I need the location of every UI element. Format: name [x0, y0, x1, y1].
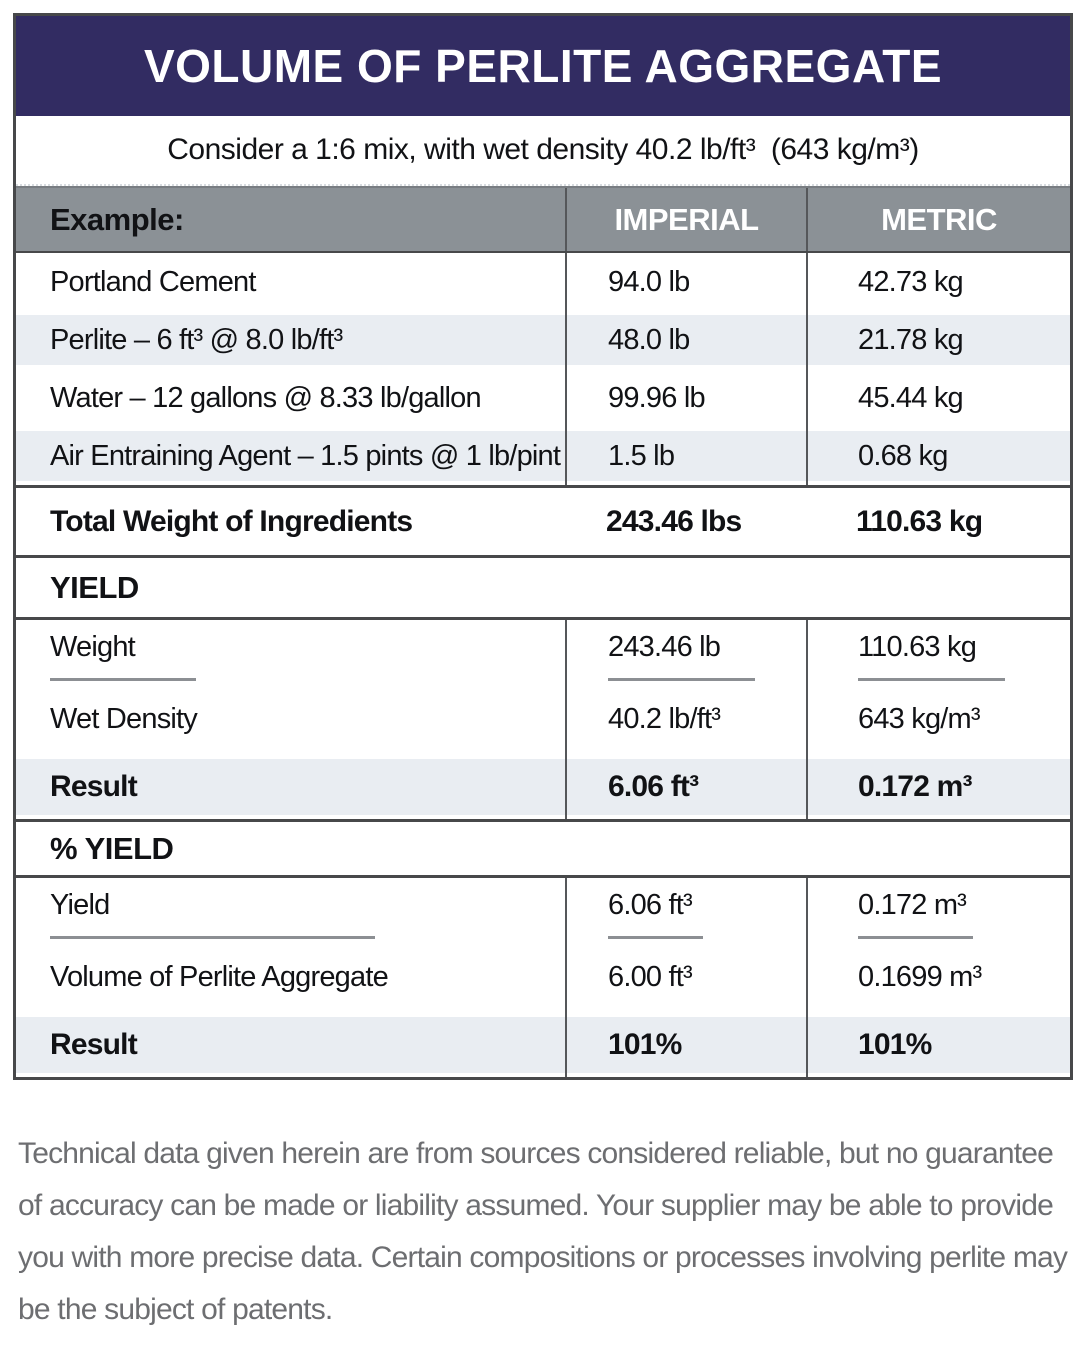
- metric-value: 45.44 kg: [806, 369, 1070, 427]
- imperial-value: 101%: [565, 1013, 806, 1077]
- metric-value: 0.172 m³: [806, 878, 1070, 941]
- percent-yield-section-heading: % YIELD: [16, 819, 1070, 875]
- metric-value: 110.63 kg: [856, 504, 983, 538]
- row-label: Yield: [16, 878, 565, 941]
- column-header-row: Example: IMPERIAL METRIC: [16, 186, 1070, 253]
- row-label: Portland Cement: [50, 265, 256, 298]
- row-label: Result: [50, 770, 138, 803]
- metric-value: 101%: [806, 1013, 1070, 1077]
- mix-description: Consider a 1:6 mix, with wet density 40.…: [167, 133, 919, 166]
- disclaimer-text: Technical data given herein are from sou…: [18, 1137, 1068, 1326]
- percent-yield-numerator-row: Yield 6.06 ft³ 0.172 m³: [16, 875, 1070, 941]
- percent-yield-denominator-row: Volume of Perlite Aggregate 6.00 ft³ 0.1…: [16, 941, 1070, 1013]
- table-row-perlite: Perlite – 6 ft³ @ 8.0 lb/ft³ 48.0 lb 21.…: [16, 311, 1070, 369]
- table-row-water: Water – 12 gallons @ 8.33 lb/gallon 99.9…: [16, 369, 1070, 427]
- imperial-value: 48.0 lb: [565, 311, 806, 369]
- row-label: Perlite – 6 ft³ @ 8.0 lb/ft³: [50, 323, 343, 356]
- subtitle-row: Consider a 1:6 mix, with wet density 40.…: [16, 116, 1070, 186]
- imperial-value: 99.96 lb: [565, 369, 806, 427]
- metric-value: 21.78 kg: [806, 311, 1070, 369]
- imperial-value: 243.46 lbs: [606, 504, 742, 538]
- imperial-value: 6.00 ft³: [565, 941, 806, 1013]
- imperial-value: 6.06 ft³: [565, 878, 806, 941]
- yield-section-heading: YIELD: [16, 555, 1070, 617]
- header-imperial: IMPERIAL: [565, 188, 806, 251]
- row-label: Result: [50, 1028, 138, 1061]
- row-label: Wet Density: [50, 702, 198, 735]
- metric-value: 0.1699 m³: [806, 941, 1070, 1013]
- imperial-value: 40.2 lb/ft³: [565, 683, 806, 755]
- row-label: Air Entraining Agent – 1.5 pints @ 1 lb/…: [50, 439, 561, 472]
- total-weight-row: Total Weight of Ingredients 243.46 lbs 1…: [16, 485, 1070, 555]
- metric-value: 0.68 kg: [806, 427, 1070, 485]
- imperial-value: 94.0 lb: [565, 253, 806, 311]
- metric-value: 643 kg/m³: [806, 683, 1070, 755]
- imperial-value: 6.06 ft³: [565, 755, 806, 819]
- perlite-volume-table: VOLUME OF PERLITE AGGREGATE Consider a 1…: [13, 13, 1073, 1080]
- metric-value: 42.73 kg: [806, 253, 1070, 311]
- table-row-portland-cement: Portland Cement 94.0 lb 42.73 kg: [16, 253, 1070, 311]
- row-label: Total Weight of Ingredients: [50, 504, 413, 538]
- imperial-value: 1.5 lb: [565, 427, 806, 485]
- imperial-value: 243.46 lb: [565, 620, 806, 683]
- yield-numerator-row: Weight 243.46 lb 110.63 kg: [16, 617, 1070, 683]
- metric-value: 110.63 kg: [806, 620, 1070, 683]
- percent-yield-result-row: Result 101% 101%: [16, 1013, 1070, 1077]
- row-label: Weight: [16, 620, 565, 683]
- header-example: Example:: [50, 201, 184, 237]
- row-label: Volume of Perlite Aggregate: [50, 960, 389, 993]
- row-label: Water – 12 gallons @ 8.33 lb/gallon: [50, 381, 482, 414]
- header-metric: METRIC: [806, 188, 1070, 251]
- yield-result-row: Result 6.06 ft³ 0.172 m³: [16, 755, 1070, 819]
- table-row-air-entraining-agent: Air Entraining Agent – 1.5 pints @ 1 lb/…: [16, 427, 1070, 485]
- yield-denominator-row: Wet Density 40.2 lb/ft³ 643 kg/m³: [16, 683, 1070, 755]
- page-title: VOLUME OF PERLITE AGGREGATE: [143, 40, 943, 92]
- metric-value: 0.172 m³: [806, 755, 1070, 819]
- title-bar: VOLUME OF PERLITE AGGREGATE: [16, 16, 1070, 116]
